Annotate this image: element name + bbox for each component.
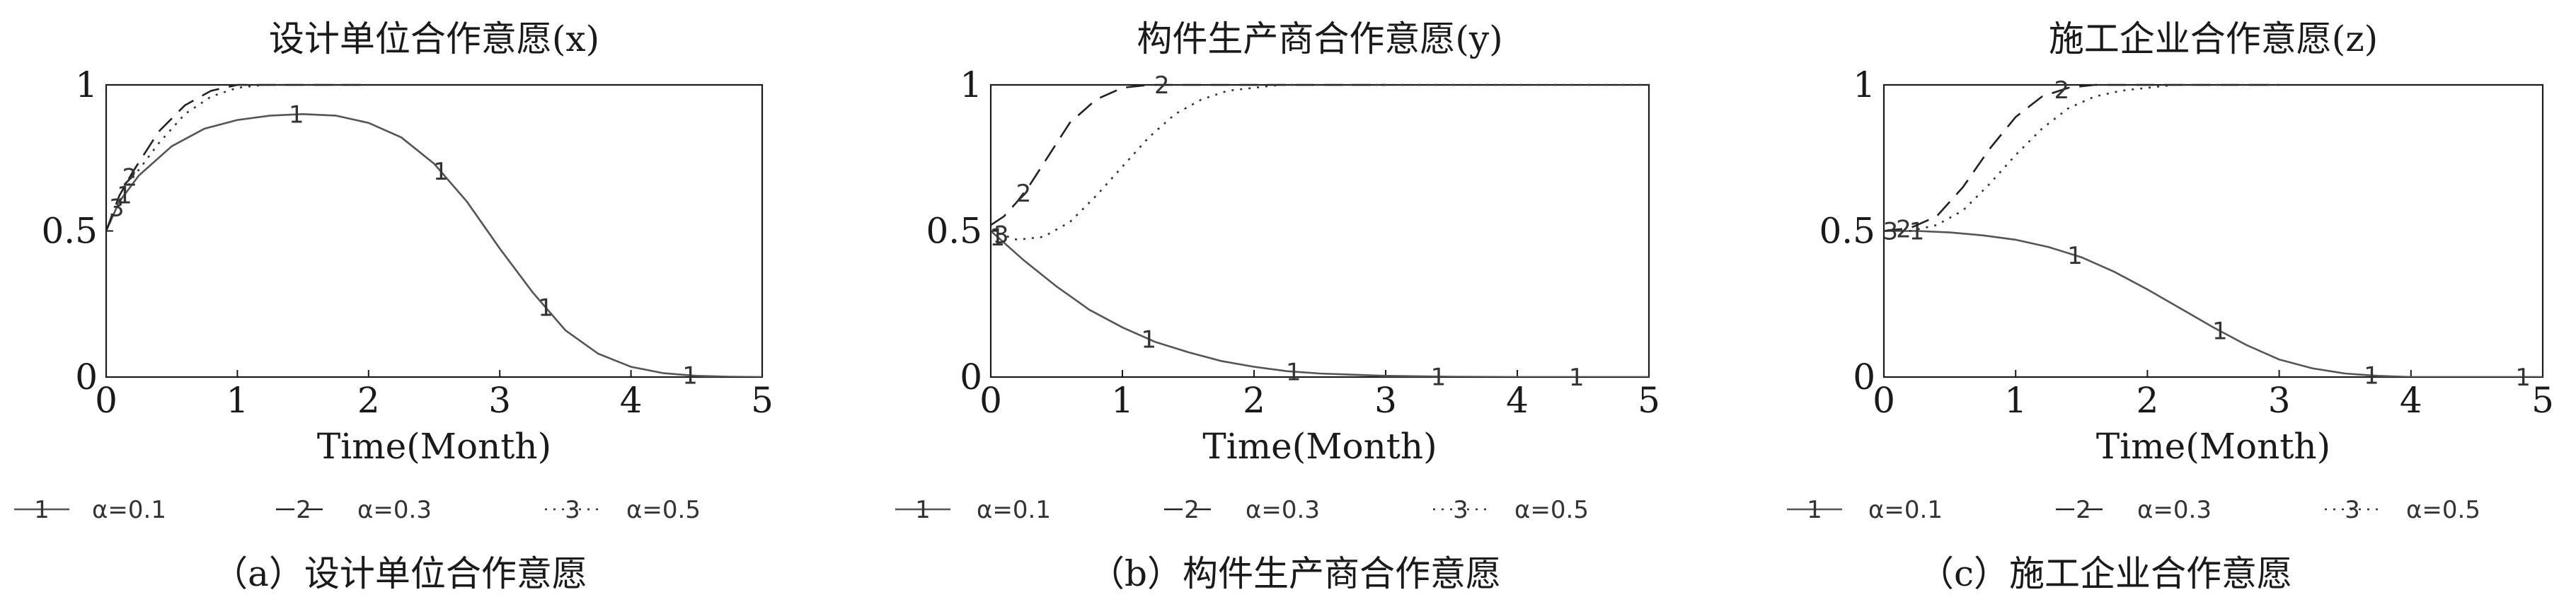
legend-marker-3: 3	[1453, 496, 1468, 524]
series-line-1	[1884, 230, 2543, 377]
legend-label-2: α=0.3	[357, 496, 432, 524]
legend-marker-2: 2	[2076, 496, 2091, 524]
legend-label-3: α=0.5	[2406, 496, 2480, 524]
y-tick-label: 0	[1853, 357, 1875, 398]
x-tick-label: 2	[2136, 380, 2158, 421]
series-marker-1: 1	[1431, 363, 1447, 391]
series-line-1	[991, 230, 1649, 377]
x-tick-label: 3	[488, 380, 511, 421]
x-tick-label: 0	[95, 380, 117, 421]
series-marker-2: 2	[1016, 180, 1032, 208]
plot-frame	[989, 83, 1650, 378]
series-marker-1: 1	[1569, 364, 1585, 392]
series-marker-1: 1	[2515, 364, 2531, 392]
y-tick-label: 1	[75, 64, 98, 105]
series-marker-1: 1	[2212, 318, 2228, 346]
series-marker-1: 1	[1141, 325, 1156, 354]
series-marker-1: 1	[989, 224, 1005, 252]
chart-title: 施工企业合作意愿(z)	[2049, 18, 2378, 59]
y-tick-label: 0.5	[1819, 211, 1875, 252]
x-tick-label: 3	[2268, 380, 2291, 421]
chart-title: 构件生产商合作意愿(y)	[1137, 18, 1502, 59]
x-tick-label: 5	[1638, 380, 1660, 421]
x-tick-label: 0	[979, 380, 1002, 421]
x-tick-label: 1	[2004, 380, 2027, 421]
series-marker-2: 2	[1154, 71, 1170, 100]
series-marker-1: 1	[2364, 362, 2379, 390]
legend-marker-3: 3	[2345, 496, 2360, 524]
x-tick-label: 4	[1506, 380, 1529, 421]
series-marker-1: 1	[433, 158, 449, 186]
legend-label-3: α=0.5	[626, 496, 701, 524]
series-line-3	[991, 83, 1649, 241]
series-line-2	[1884, 83, 2279, 232]
series-line-1	[106, 112, 762, 377]
x-axis-label: Time(Month)	[1202, 426, 1437, 467]
y-tick-label: 1	[960, 64, 982, 105]
series-line-2	[991, 83, 1386, 226]
x-tick-label: 4	[2400, 380, 2422, 421]
x-tick-label: 3	[1374, 380, 1397, 421]
x-tick-label: 4	[620, 380, 643, 421]
series-marker-2: 2	[122, 164, 138, 192]
panel-caption: （c）施工企业合作意愿	[1919, 553, 2292, 594]
legend-marker-1: 1	[1807, 496, 1822, 524]
y-tick-label: 0.5	[41, 211, 98, 252]
x-tick-label: 1	[226, 380, 248, 421]
series-marker-1: 1	[1286, 358, 1301, 386]
series-marker-1: 1	[538, 294, 553, 323]
legend-label-1: α=0.1	[1868, 496, 1943, 524]
x-axis-label: Time(Month)	[317, 426, 551, 467]
series-marker-1: 1	[1909, 218, 1925, 246]
x-tick-label: 2	[1243, 380, 1265, 421]
x-tick-label: 5	[751, 380, 774, 421]
series-line-3	[1884, 83, 2279, 232]
x-tick-label: 2	[357, 380, 380, 421]
y-tick-label: 0.5	[926, 211, 982, 252]
legend-label-2: α=0.3	[2137, 496, 2212, 524]
series-marker-1: 1	[289, 101, 304, 129]
x-tick-label: 0	[1873, 380, 1895, 421]
y-tick-label: 0	[960, 357, 982, 398]
legend-marker-2: 2	[296, 496, 311, 524]
legend-label-3: α=0.5	[1514, 496, 1589, 524]
x-axis-label: Time(Month)	[2096, 426, 2330, 467]
legend-marker-1: 1	[915, 496, 931, 524]
series-marker-1: 1	[2067, 242, 2083, 270]
series-line-2	[106, 83, 369, 231]
legend-label-2: α=0.3	[1246, 496, 1320, 524]
panel-caption: （a）设计单位合作意愿	[212, 553, 587, 594]
series-marker-3: 3	[994, 221, 1009, 249]
series-marker-1: 1	[117, 181, 132, 209]
series-marker-1: 1	[682, 362, 698, 390]
panel-caption: （b）构件生产商合作意愿	[1089, 553, 1501, 594]
series-marker-2: 2	[1896, 215, 1911, 243]
y-tick-label: 0	[75, 357, 98, 398]
x-tick-label: 1	[1111, 380, 1134, 421]
legend-marker-1: 1	[34, 496, 50, 524]
series-marker-3: 3	[1882, 218, 1898, 246]
series-line-3	[106, 83, 369, 232]
series-marker-3: 3	[109, 194, 125, 222]
y-tick-label: 1	[1853, 64, 1875, 105]
x-tick-label: 5	[2531, 380, 2554, 421]
legend-label-1: α=0.1	[92, 496, 166, 524]
legend-marker-3: 3	[565, 496, 580, 524]
legend-label-1: α=0.1	[977, 496, 1051, 524]
legend-marker-2: 2	[1184, 496, 1200, 524]
series-marker-2: 2	[2054, 76, 2070, 105]
chart-title: 设计单位合作意愿(x)	[269, 18, 599, 59]
